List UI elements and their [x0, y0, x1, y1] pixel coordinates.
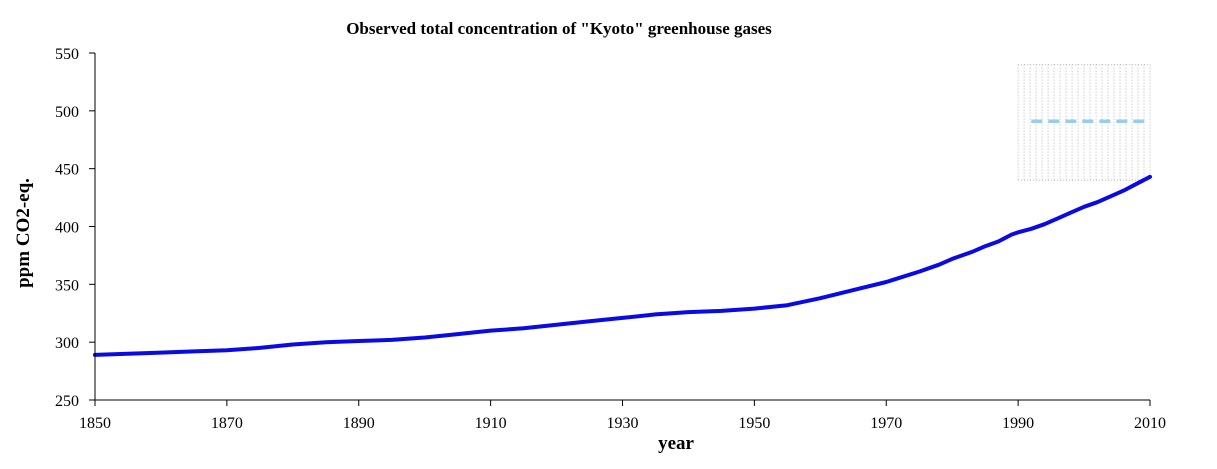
y-tick-label: 500	[55, 104, 79, 121]
x-tick-label: 2010	[1134, 415, 1166, 432]
y-tick-label: 550	[55, 46, 79, 63]
y-tick-label: 250	[55, 393, 79, 410]
x-axis-label: year	[658, 433, 694, 454]
y-tick-label: 300	[55, 335, 79, 352]
y-tick-label: 350	[55, 277, 79, 294]
x-tick-label: 1910	[475, 415, 507, 432]
chart-title: Observed total concentration of "Kyoto" …	[346, 19, 772, 38]
series-layer	[93, 119, 1152, 357]
y-tick-label: 400	[55, 220, 79, 237]
x-tick-label: 1870	[211, 415, 243, 432]
y-tick-label: 450	[55, 162, 79, 179]
x-tick-label: 1950	[738, 415, 770, 432]
y-axis-label: ppm CO2-eq.	[13, 178, 34, 288]
tick-labels: 250 300 350 400 450 500 550 1850 1870 1890 1910 193…	[55, 46, 1166, 432]
x-tick-label: 1930	[607, 415, 639, 432]
observed-concentration-line	[93, 174, 1152, 357]
axes	[89, 52, 1151, 406]
x-tick-label: 1890	[343, 415, 375, 432]
x-tick-label: 1990	[1002, 415, 1034, 432]
x-tick-label: 1850	[79, 415, 111, 432]
x-tick-label: 1970	[870, 415, 902, 432]
